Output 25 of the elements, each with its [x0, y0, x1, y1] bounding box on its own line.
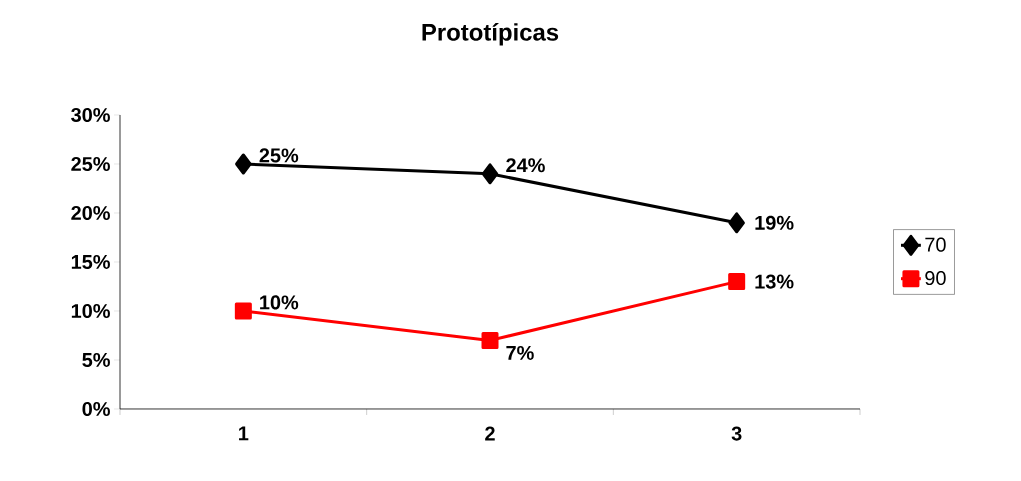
- y-tick-label: 20%: [71, 205, 110, 221]
- legend-label: 90: [925, 270, 946, 286]
- x-tick-label: 3: [731, 426, 742, 441]
- x-tick-label: 2: [485, 426, 495, 441]
- y-tick-label: 15%: [71, 254, 110, 270]
- data-label: 13%: [755, 274, 794, 289]
- point: [481, 163, 499, 185]
- data-label: 25%: [259, 148, 299, 163]
- point: [234, 302, 252, 320]
- chart-title: Prototípicas: [422, 23, 559, 46]
- x-tick-label: 1: [239, 426, 249, 441]
- legend-label: 70: [925, 237, 946, 252]
- data-label: 10%: [260, 295, 299, 310]
- data-label: 7%: [506, 345, 534, 360]
- point: [728, 212, 745, 234]
- y-tick-label: 10%: [71, 303, 110, 319]
- y-tick-label: 30%: [71, 107, 110, 123]
- y-tick-label: 25%: [71, 156, 110, 172]
- point: [235, 153, 252, 175]
- y-tick-label: 5%: [82, 352, 110, 368]
- point: [728, 273, 746, 291]
- data-label: 19%: [755, 215, 794, 230]
- point: [481, 331, 499, 349]
- data-label: 24%: [506, 158, 545, 173]
- y-tick-label: 0%: [82, 401, 110, 417]
